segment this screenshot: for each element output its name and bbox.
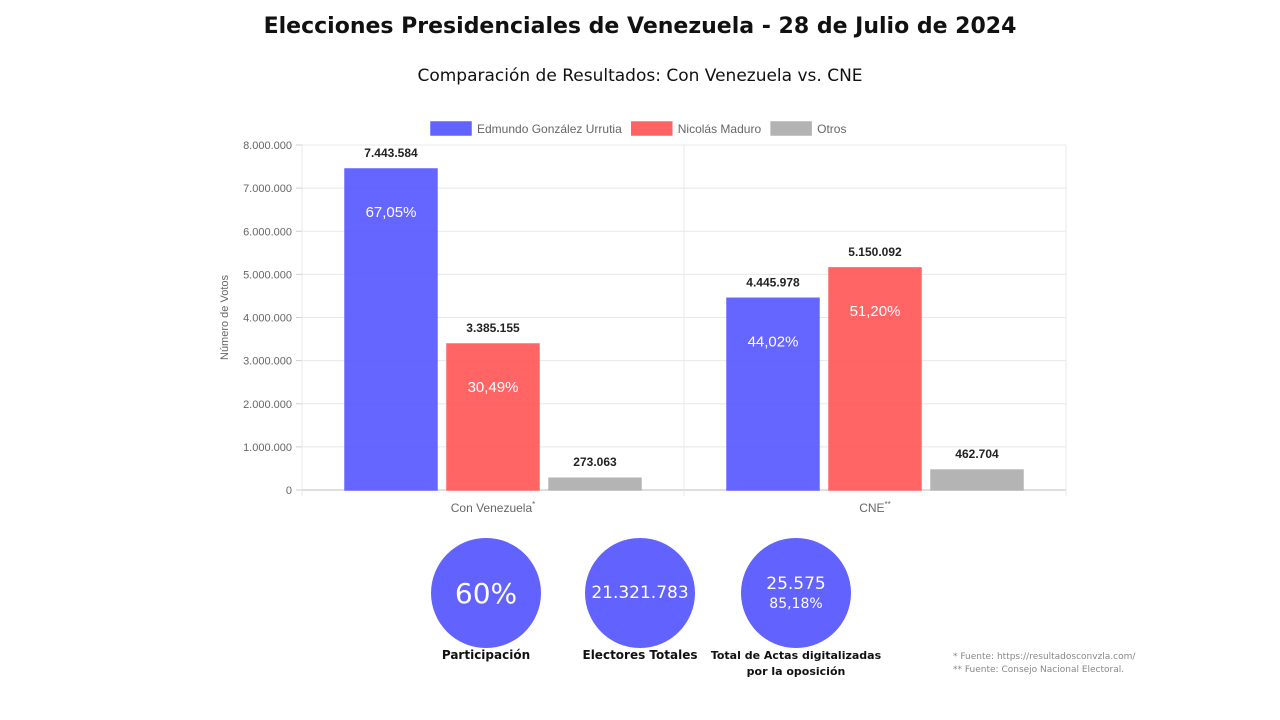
- bar-percent-label: 51,20%: [850, 303, 901, 320]
- x-category-label: CNE**: [859, 500, 891, 515]
- legend-swatch: [430, 121, 472, 136]
- bar: [446, 343, 540, 491]
- bar-percent-label: 67,05%: [366, 204, 417, 221]
- bar-percent-label: 30,49%: [468, 379, 519, 396]
- bar-value-label: 462.704: [955, 447, 999, 461]
- actas-label-line1: Total de Actas digitalizadas: [710, 649, 882, 662]
- bar-value-label: 4.445.978: [746, 275, 800, 289]
- page-subtitle: Comparación de Resultados: Con Venezuela…: [417, 66, 863, 86]
- y-tick-label: 2.000.000: [243, 399, 292, 411]
- y-tick-label: 7.000.000: [243, 183, 292, 195]
- bar-value-label: 5.150.092: [848, 245, 902, 259]
- y-tick-label: 8.000.000: [243, 140, 292, 152]
- legend-label: Nicolás Maduro: [678, 122, 762, 136]
- bar: [828, 267, 922, 491]
- bar-chart: 0 1.000.000 2.000.000 3.000.000 4.000.000 5.0…: [219, 121, 1067, 515]
- actas-label-line2: por la oposición: [746, 665, 846, 678]
- bar: [344, 168, 438, 491]
- y-tick-label: 1.000.000: [243, 442, 292, 454]
- bar-value-label: 273.063: [573, 455, 617, 469]
- bar: [726, 297, 820, 491]
- x-category-label: Con Venezuela*: [451, 500, 536, 515]
- actas-circle: 25.575 85,18%: [741, 538, 851, 648]
- bar: [930, 469, 1024, 491]
- legend-label: Edmundo González Urrutia: [477, 122, 622, 136]
- bar-value-label: 7.443.584: [364, 146, 418, 160]
- y-tick-label: 4.000.000: [243, 313, 292, 325]
- footnotes: * Fuente: https://resultadosconvzla.com/…: [953, 651, 1135, 677]
- legend-swatch: [631, 121, 673, 136]
- legend-label: Otros: [817, 122, 846, 136]
- bar-value-label: 3.385.155: [466, 321, 520, 335]
- legend-swatch: [770, 121, 812, 136]
- electors-value: 21.321.783: [591, 583, 689, 603]
- participation-value: 60%: [454, 576, 518, 610]
- participation-label: Participación: [441, 648, 531, 662]
- electors-label: Electores Totales: [582, 648, 698, 662]
- y-tick-label: 3.000.000: [243, 356, 292, 368]
- bar: [548, 477, 642, 491]
- bar-percent-label: 44,02%: [748, 333, 799, 350]
- y-tick-label: 5.000.000: [243, 269, 292, 281]
- actas-value: 25.575: [766, 574, 826, 594]
- y-tick-label: 0: [286, 485, 292, 497]
- page-title: Elecciones Presidenciales de Venezuela -…: [263, 14, 1017, 39]
- footnote-source-1: * Fuente: https://resultadosconvzla.com/: [953, 652, 1136, 662]
- y-axis-label: Número de Votos: [219, 275, 231, 360]
- actas-percent: 85,18%: [769, 596, 823, 612]
- electors-circle: 21.321.783: [585, 538, 695, 648]
- y-tick-label: 6.000.000: [243, 226, 292, 238]
- participation-circle: 60%: [431, 538, 541, 648]
- footnote-source-2: ** Fuente: Consejo Nacional Electoral.: [953, 665, 1125, 675]
- actas-label: Total de Actas digitalizadas por la opos…: [706, 648, 886, 680]
